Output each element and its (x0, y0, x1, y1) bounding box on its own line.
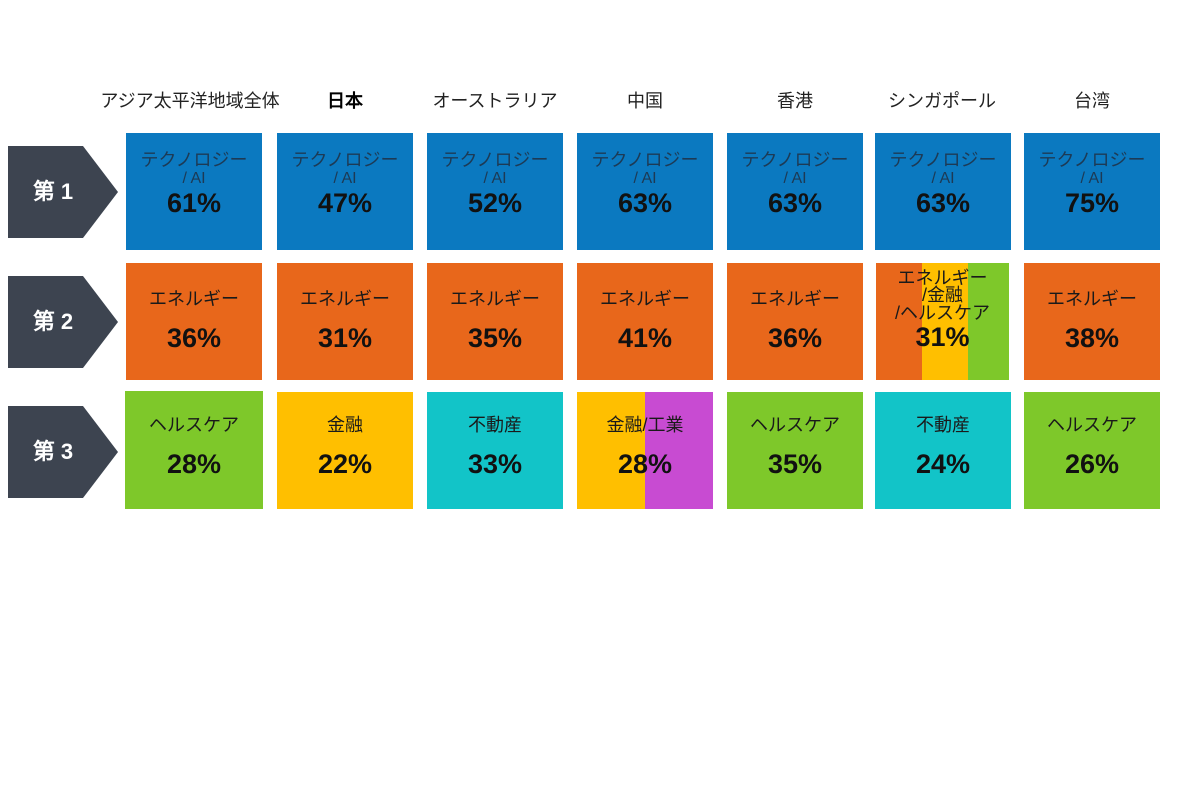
percent-value: 61% (166, 188, 222, 218)
tile-r1-hongkong: テクノロジー / AI 63% (727, 133, 863, 250)
percent-value: 63% (617, 188, 673, 218)
sector-label: テクノロジー (591, 150, 699, 170)
tile-r3-hongkong: ヘルスケア 35% (727, 392, 863, 509)
sector-label: テクノロジー (140, 150, 248, 170)
percent-value: 24% (915, 449, 971, 479)
sector-label: エネルギー (149, 289, 239, 309)
sector-label: テクノロジー (741, 150, 849, 170)
tile-r2-singapore: エネルギー /金融 /ヘルスケア 31% (876, 263, 1009, 380)
tile-r1-singapore: テクノロジー / AI 63% (875, 133, 1011, 250)
segment-healthcare (968, 263, 1009, 380)
column-header-apac: アジア太平洋地域全体 (100, 91, 280, 111)
percent-value: 63% (915, 188, 971, 218)
chevron-shape-icon (8, 146, 118, 238)
sector-label: テクノロジー (291, 150, 399, 170)
sector-label: エネルギー (600, 289, 690, 309)
sector-label: エネルギー (897, 268, 988, 288)
sector-label: 不動産 (916, 415, 970, 435)
segment-finance (577, 392, 645, 509)
tile-r1-apac: テクノロジー / AI 61% (126, 133, 262, 250)
tile-r2-apac: エネルギー 36% (126, 263, 262, 380)
percent-value: 63% (767, 188, 823, 218)
sector-label: ヘルスケア (149, 415, 239, 435)
tile-r2-china: エネルギー 41% (577, 263, 713, 380)
sector-label: エネルギー (1047, 289, 1137, 309)
sector-label-line2: /金融 (921, 285, 963, 305)
sector-sublabel: / AI (483, 170, 507, 187)
tile-r1-australia: テクノロジー / AI 52% (427, 133, 563, 250)
tile-r2-hongkong: エネルギー 36% (727, 263, 863, 380)
sector-label: 金融 (327, 415, 363, 435)
rank-label-1: 第 1 (32, 179, 74, 204)
column-header-australia: オーストラリア (432, 91, 558, 111)
tile-r2-australia: エネルギー 35% (427, 263, 563, 380)
tile-r3-china: 金融/工業 28% (577, 392, 713, 509)
percent-value: 31% (915, 322, 970, 352)
sector-label: テクノロジー (889, 150, 997, 170)
tile-r3-apac: ヘルスケア 28% (125, 391, 263, 509)
sector-label: テクノロジー (441, 150, 549, 170)
sector-label: 不動産 (468, 415, 522, 435)
percent-value: 28% (617, 449, 673, 479)
sector-label: テクノロジー (1038, 150, 1146, 170)
rank-label-3: 第 3 (32, 439, 74, 464)
tile-r2-taiwan: エネルギー 38% (1024, 263, 1160, 380)
segment-industrial (645, 392, 713, 509)
percent-value: 31% (317, 323, 373, 353)
percent-value: 47% (317, 188, 373, 218)
sector-sublabel: / AI (1080, 170, 1104, 187)
column-header-japan: 日本 (327, 91, 363, 111)
tile-r1-china: テクノロジー / AI 63% (577, 133, 713, 250)
tile-r3-singapore: 不動産 24% (875, 392, 1011, 509)
column-header-hongkong: 香港 (777, 91, 813, 111)
sector-sublabel: / AI (182, 170, 206, 187)
chevron-shape-icon (8, 276, 118, 368)
percent-value: 22% (317, 449, 373, 479)
tile-r3-japan: 金融 22% (277, 392, 413, 509)
rank-badge-2: 第 2 (8, 276, 118, 368)
sector-label: エネルギー (750, 289, 840, 309)
sector-sublabel: / AI (633, 170, 657, 187)
sector-label: ヘルスケア (750, 415, 840, 435)
tile-r3-australia: 不動産 33% (427, 392, 563, 509)
sector-label: 金融/工業 (606, 415, 684, 435)
percent-value: 38% (1064, 323, 1120, 353)
percent-value: 75% (1064, 188, 1120, 218)
percent-value: 26% (1064, 449, 1120, 479)
column-header-singapore: シンガポール (888, 91, 996, 111)
sector-sublabel: / AI (931, 170, 955, 187)
percent-value: 36% (767, 323, 823, 353)
tile-r3-taiwan: ヘルスケア 26% (1024, 392, 1160, 509)
sector-label-line3: /ヘルスケア (894, 303, 990, 323)
sector-sublabel: / AI (333, 170, 357, 187)
rank-label-2: 第 2 (32, 309, 74, 334)
sector-label: エネルギー (300, 289, 390, 309)
tile-r2-japan: エネルギー 31% (277, 263, 413, 380)
rank-badge-1: 第 1 (8, 146, 118, 238)
column-header-taiwan: 台湾 (1074, 91, 1110, 111)
percent-value: 28% (166, 449, 222, 479)
sector-label: エネルギー (450, 289, 540, 309)
tile-r1-japan: テクノロジー / AI 47% (277, 133, 413, 250)
percent-value: 41% (617, 323, 673, 353)
percent-value: 36% (166, 323, 222, 353)
sector-label: ヘルスケア (1047, 415, 1137, 435)
segment-energy (876, 263, 922, 380)
percent-value: 35% (467, 323, 523, 353)
chevron-shape-icon (8, 406, 118, 498)
percent-value: 52% (467, 188, 523, 218)
rank-badge-3: 第 3 (8, 406, 118, 498)
sector-sublabel: / AI (783, 170, 807, 187)
segment-finance (922, 263, 968, 380)
tile-r1-taiwan: テクノロジー / AI 75% (1024, 133, 1160, 250)
percent-value: 33% (467, 449, 523, 479)
column-header-china: 中国 (627, 91, 663, 111)
percent-value: 35% (767, 449, 823, 479)
